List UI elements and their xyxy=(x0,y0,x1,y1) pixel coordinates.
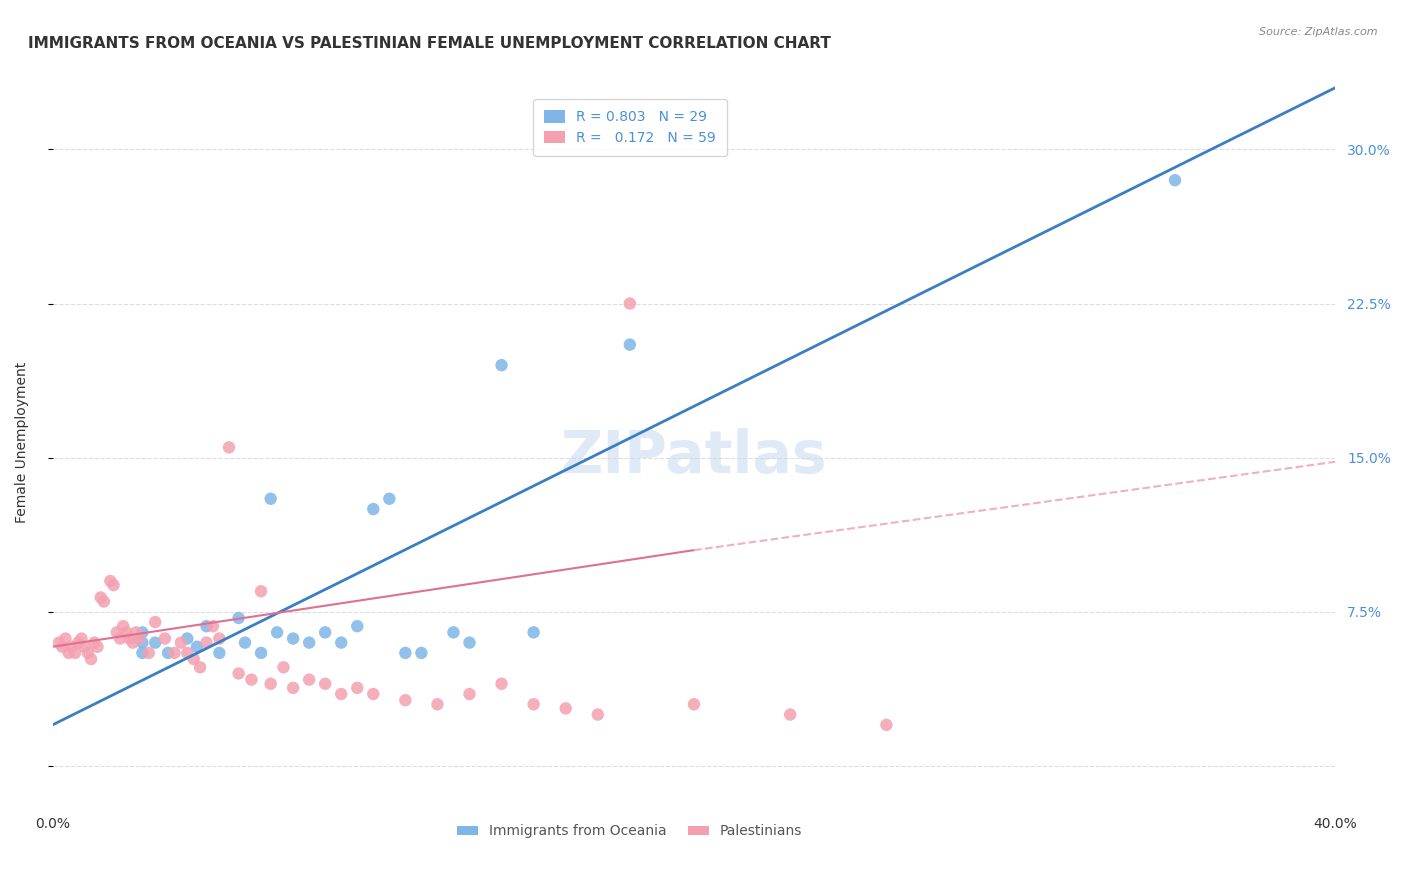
Point xyxy=(218,441,240,455)
Point xyxy=(523,698,546,712)
Point xyxy=(394,693,416,707)
Point xyxy=(1164,173,1187,187)
Legend: Immigrants from Oceania, Palestinians: Immigrants from Oceania, Palestinians xyxy=(451,819,807,844)
Text: ZIPatlas: ZIPatlas xyxy=(561,428,827,485)
Point xyxy=(183,652,205,666)
Point xyxy=(157,646,180,660)
Point xyxy=(619,296,641,310)
Y-axis label: Female Unemployment: Female Unemployment xyxy=(15,361,30,523)
Point xyxy=(875,718,897,732)
Point xyxy=(361,687,384,701)
Point xyxy=(186,640,208,654)
Point xyxy=(779,707,801,722)
Point xyxy=(188,660,211,674)
Point xyxy=(86,640,108,654)
Point xyxy=(63,646,86,660)
Point xyxy=(298,673,321,687)
Point xyxy=(83,635,105,649)
Point xyxy=(131,635,153,649)
Point xyxy=(51,640,73,654)
Point xyxy=(195,619,218,633)
Point xyxy=(67,635,90,649)
Point xyxy=(330,687,353,701)
Point xyxy=(426,698,449,712)
Point xyxy=(115,625,138,640)
Point xyxy=(121,635,143,649)
Point xyxy=(314,625,336,640)
Point xyxy=(260,677,283,691)
Point xyxy=(346,681,368,695)
Point xyxy=(201,619,224,633)
Point xyxy=(228,666,250,681)
Point xyxy=(60,640,83,654)
Point xyxy=(118,632,141,646)
Point xyxy=(411,646,433,660)
Point xyxy=(523,625,546,640)
Point xyxy=(458,687,481,701)
Point xyxy=(491,677,513,691)
Point xyxy=(240,673,263,687)
Point xyxy=(250,584,273,599)
Point xyxy=(77,646,100,660)
Point xyxy=(330,635,353,649)
Point xyxy=(93,594,115,608)
Point xyxy=(80,652,103,666)
Point xyxy=(250,646,273,660)
Point xyxy=(143,635,166,649)
Point xyxy=(228,611,250,625)
Text: Source: ZipAtlas.com: Source: ZipAtlas.com xyxy=(1260,27,1378,37)
Point xyxy=(554,701,576,715)
Point xyxy=(131,625,153,640)
Point xyxy=(281,632,304,646)
Point xyxy=(163,646,186,660)
Point xyxy=(314,677,336,691)
Point xyxy=(153,632,176,646)
Point xyxy=(103,578,125,592)
Point xyxy=(138,646,160,660)
Point xyxy=(143,615,166,629)
Point xyxy=(105,625,128,640)
Point xyxy=(112,619,135,633)
Point xyxy=(170,635,193,649)
Point xyxy=(73,640,96,654)
Point xyxy=(195,635,218,649)
Point xyxy=(281,681,304,695)
Point xyxy=(208,632,231,646)
Point xyxy=(208,646,231,660)
Point xyxy=(378,491,401,506)
Point xyxy=(98,574,121,588)
Point xyxy=(48,635,70,649)
Point xyxy=(361,502,384,516)
Point xyxy=(260,491,283,506)
Point xyxy=(131,646,153,660)
Point xyxy=(298,635,321,649)
Point xyxy=(58,646,80,660)
Point xyxy=(176,646,198,660)
Point xyxy=(70,632,93,646)
Point xyxy=(90,591,112,605)
Point xyxy=(128,632,150,646)
Point xyxy=(491,358,513,372)
Point xyxy=(108,632,131,646)
Text: IMMIGRANTS FROM OCEANIA VS PALESTINIAN FEMALE UNEMPLOYMENT CORRELATION CHART: IMMIGRANTS FROM OCEANIA VS PALESTINIAN F… xyxy=(28,36,831,51)
Point xyxy=(586,707,609,722)
Point xyxy=(266,625,288,640)
Point xyxy=(273,660,295,674)
Point xyxy=(125,625,148,640)
Point xyxy=(233,635,256,649)
Point xyxy=(619,337,641,351)
Point xyxy=(55,632,77,646)
Point xyxy=(458,635,481,649)
Point xyxy=(346,619,368,633)
Point xyxy=(443,625,465,640)
Point xyxy=(683,698,706,712)
Point xyxy=(394,646,416,660)
Point xyxy=(176,632,198,646)
